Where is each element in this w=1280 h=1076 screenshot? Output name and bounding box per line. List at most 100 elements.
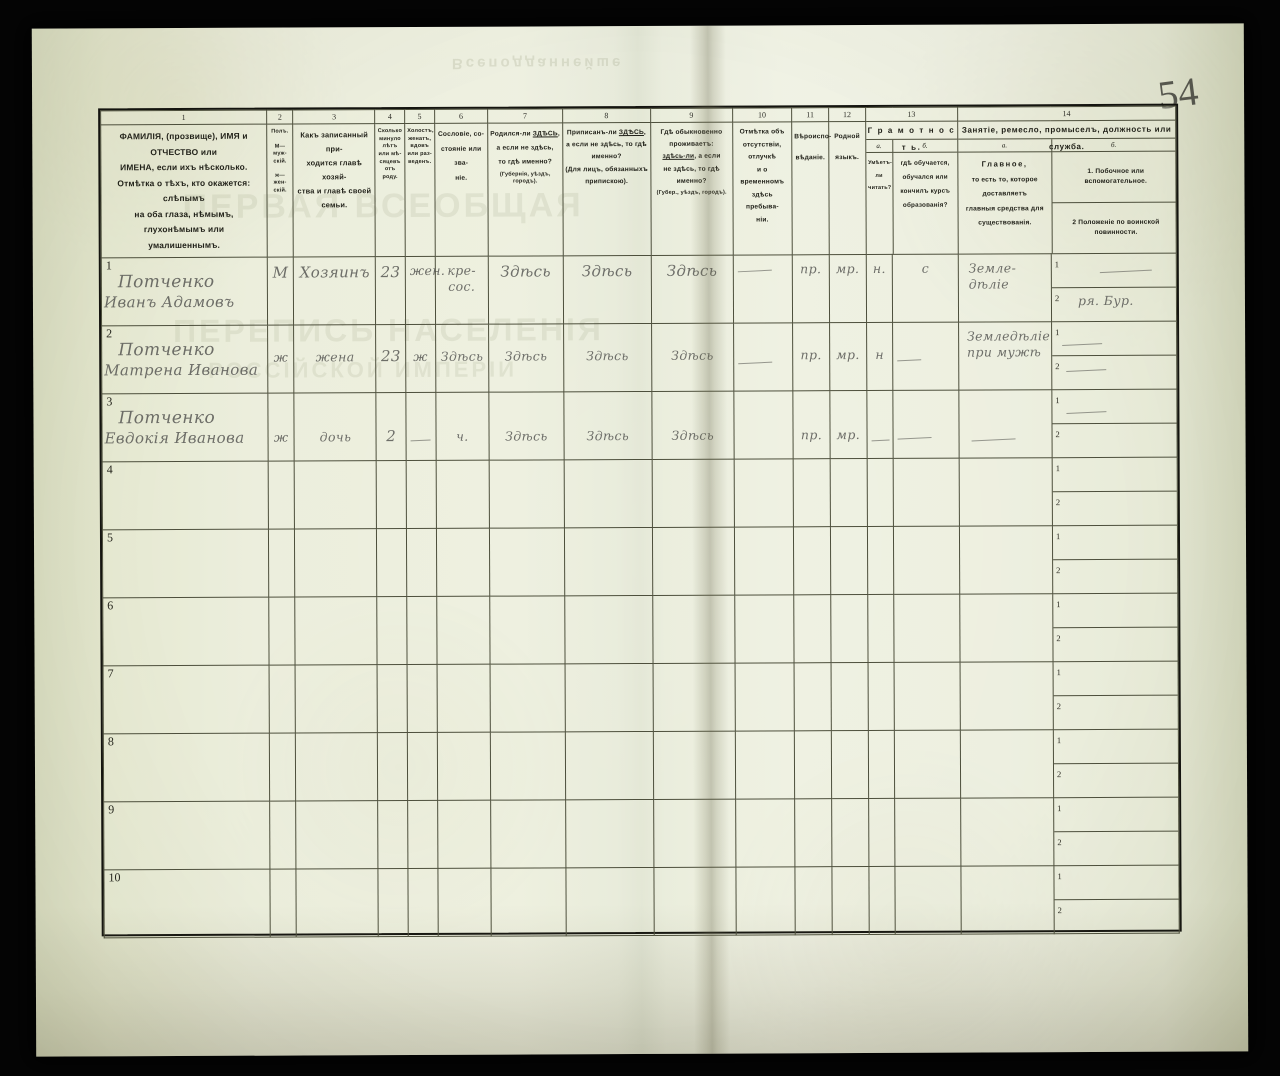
cell-religion[interactable]: пр.	[792, 391, 831, 460]
cell-absence[interactable]	[734, 595, 795, 664]
cell-birthplace[interactable]	[490, 732, 566, 801]
cell-military[interactable]: 2	[1055, 900, 1179, 934]
cell-name[interactable]: 1 Потченко Иванъ Адамовъ	[101, 257, 268, 327]
cell-education[interactable]	[895, 866, 962, 935]
cell-military[interactable]: 2	[1053, 560, 1177, 594]
cell-registration[interactable]	[565, 867, 654, 937]
cell-age[interactable]	[377, 732, 408, 802]
cell-birthplace[interactable]	[490, 800, 566, 869]
cell-literacy[interactable]: н.	[865, 254, 893, 323]
table-row[interactable]: 10 1 2	[103, 865, 1180, 939]
cell-residence[interactable]	[651, 459, 735, 528]
cell-estate[interactable]	[436, 528, 490, 597]
cell-religion[interactable]	[794, 799, 832, 868]
cell-sex[interactable]	[268, 461, 295, 530]
cell-sex[interactable]: М	[267, 257, 295, 326]
cell-marital[interactable]	[407, 868, 438, 937]
cell-side-job[interactable]: 1	[1054, 866, 1179, 901]
cell-religion[interactable]: пр.	[792, 255, 830, 324]
cell-age[interactable]	[376, 460, 407, 530]
cell-marital[interactable]	[406, 596, 437, 665]
cell-sex[interactable]	[268, 597, 296, 666]
cell-literacy[interactable]	[867, 594, 895, 663]
cell-relation[interactable]	[296, 869, 379, 938]
cell-name[interactable]: 7	[103, 665, 270, 735]
cell-absence[interactable]	[734, 527, 794, 596]
cell-religion[interactable]	[794, 867, 833, 936]
cell-literacy[interactable]	[868, 730, 895, 799]
cell-education[interactable]	[894, 662, 961, 731]
cell-name[interactable]: 9	[103, 801, 270, 871]
cell-military[interactable]: 2	[1054, 832, 1178, 866]
cell-estate[interactable]: кре- сос.	[434, 256, 489, 325]
table-row[interactable]: 1 Потченко Иванъ Адамовъ М Хозяинъ 23 же…	[101, 253, 1177, 327]
cell-residence[interactable]	[652, 595, 735, 664]
cell-registration[interactable]	[565, 731, 654, 801]
cell-residence[interactable]: Здѣсь	[651, 391, 734, 460]
cell-occupation[interactable]	[958, 458, 1053, 527]
cell-language[interactable]	[831, 798, 869, 868]
cell-residence[interactable]	[652, 527, 735, 596]
cell-side-job[interactable]: 1	[1052, 322, 1177, 357]
cell-absence[interactable]	[733, 391, 794, 460]
cell-age[interactable]	[377, 800, 408, 870]
cell-birthplace[interactable]: Здѣсь	[488, 392, 564, 461]
cell-military[interactable]: 2	[1054, 696, 1178, 730]
cell-relation[interactable]: жена	[294, 325, 377, 394]
cell-language[interactable]	[830, 594, 868, 664]
cell-literacy[interactable]	[867, 662, 895, 731]
cell-literacy[interactable]	[866, 458, 894, 527]
cell-religion[interactable]	[793, 527, 831, 596]
cell-residence[interactable]	[652, 663, 735, 732]
cell-literacy[interactable]	[866, 390, 894, 459]
cell-sex[interactable]	[269, 869, 297, 938]
cell-estate[interactable]	[436, 664, 491, 733]
cell-name[interactable]: 4	[102, 461, 269, 531]
cell-education[interactable]	[893, 390, 959, 459]
cell-age[interactable]	[376, 528, 407, 598]
cell-relation[interactable]	[294, 529, 378, 598]
cell-birthplace[interactable]	[489, 460, 565, 529]
cell-language[interactable]	[830, 526, 868, 596]
cell-birthplace[interactable]	[489, 528, 565, 597]
cell-marital[interactable]	[407, 732, 438, 801]
cell-age[interactable]	[378, 868, 409, 938]
cell-military[interactable]: 2	[1052, 356, 1176, 390]
cell-occupation[interactable]	[959, 662, 1054, 731]
cell-estate[interactable]	[436, 596, 491, 665]
cell-occupation[interactable]: Земле- дѣліе	[958, 254, 1052, 323]
cell-birthplace[interactable]: Здѣсь	[488, 256, 564, 325]
cell-literacy[interactable]	[867, 526, 895, 595]
cell-name[interactable]: 8	[103, 733, 270, 803]
cell-registration[interactable]	[563, 459, 653, 529]
cell-residence[interactable]	[653, 867, 736, 936]
cell-language[interactable]	[830, 458, 868, 528]
cell-military[interactable]: 2	[1053, 492, 1177, 526]
cell-sex[interactable]	[268, 529, 296, 598]
cell-military[interactable]: 2 ря. Бур.	[1052, 288, 1176, 322]
cell-side-job[interactable]: 1	[1053, 662, 1178, 697]
cell-occupation[interactable]	[958, 390, 1053, 459]
cell-age[interactable]: 23	[375, 324, 406, 394]
cell-sex[interactable]: ж	[267, 393, 295, 462]
cell-side-job[interactable]: 1	[1052, 458, 1177, 493]
cell-language[interactable]: мр.	[829, 254, 867, 324]
table-row[interactable]: 2 Потченко Матрена Иванова ж жена 23 ж З…	[101, 321, 1177, 395]
cell-education[interactable]	[894, 594, 960, 663]
cell-literacy[interactable]	[868, 798, 896, 867]
cell-estate[interactable]	[435, 460, 490, 529]
cell-marital[interactable]	[407, 664, 438, 733]
cell-registration[interactable]	[564, 527, 653, 597]
cell-name[interactable]: 10	[103, 869, 271, 939]
cell-language[interactable]	[831, 866, 869, 936]
cell-education[interactable]	[893, 526, 960, 595]
cell-registration[interactable]: Здѣсь	[563, 323, 652, 393]
cell-relation[interactable]	[296, 801, 379, 870]
cell-side-job[interactable]: 1	[1052, 390, 1177, 425]
cell-side-job[interactable]: 1	[1051, 254, 1176, 289]
cell-religion[interactable]	[793, 459, 831, 528]
cell-relation[interactable]	[295, 597, 378, 666]
cell-occupation[interactable]	[959, 526, 1053, 595]
